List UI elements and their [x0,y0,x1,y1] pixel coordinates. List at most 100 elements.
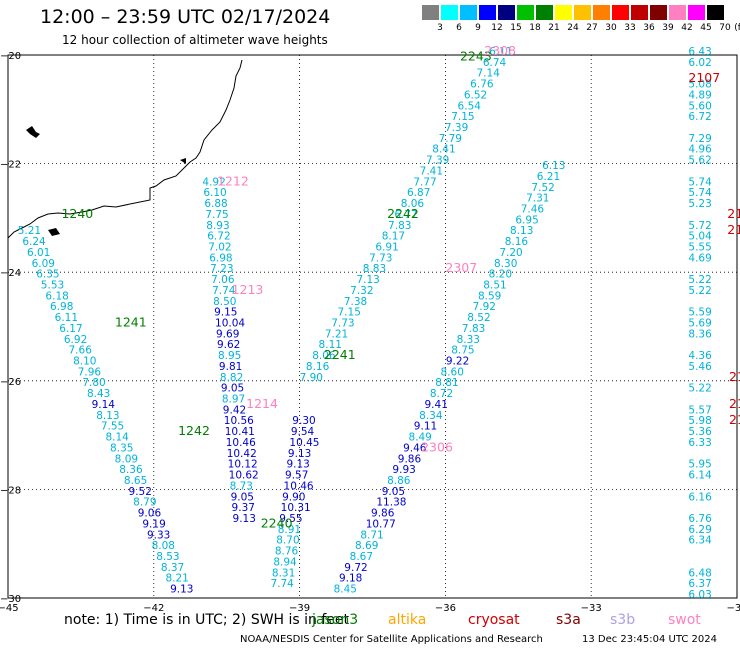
wave-height-value: 7.46 [521,203,545,215]
wave-height-value: 5.36 [688,426,712,438]
wave-height-value: 6.29 [688,524,711,536]
colorbar-tick-label: 30 [605,23,617,33]
track-label: 21 [729,396,740,411]
map-frame [7,54,738,599]
wave-height-value: 7.20 [499,247,522,259]
wave-height-value: 6.34 [688,535,712,547]
wave-height-value: 7.41 [420,165,443,177]
wave-height-value: 4.96 [688,144,712,156]
satellite-legend-s3a: s3a [556,612,581,628]
wave-height-value: 8.09 [115,453,138,465]
wave-height-value: 6.18 [45,290,68,302]
wave-height-value: 8.69 [355,540,378,552]
wave-height-value: 6.13 [542,160,565,172]
wave-height-value: 7.38 [344,296,367,308]
wave-height-value: 7.39 [426,155,449,167]
wave-height-value: 9.05 [382,486,405,498]
wave-height-value: 8.30 [494,258,517,270]
wave-height-value: 7.96 [78,366,102,378]
wave-height-value: 8.36 [119,464,143,476]
wave-height-value: 10.04 [215,318,245,330]
lat-tick-label: −22 [0,160,21,171]
wave-height-value: 8.49 [408,432,431,444]
wave-height-value: 7.52 [531,182,554,194]
wave-height-value: 9.19 [142,518,165,530]
wave-height-value: 7.02 [208,241,231,253]
wave-height-value: 9.52 [129,486,152,498]
wave-height-value: 6.92 [64,334,87,346]
wave-height-value: 8.91 [278,524,301,536]
wave-height-value: 8.83 [363,263,386,275]
colorbar-tick-label: 6 [456,23,462,33]
wave-height-value: 6.72 [688,111,711,123]
wave-height-value: 7.77 [413,176,436,188]
lat-tick-label: −20 [0,51,21,62]
wave-height-value: 6.43 [688,46,711,58]
wave-height-value: 7.74 [212,285,236,297]
wave-height-value: 7.32 [350,285,373,297]
wave-height-value: 11.38 [376,497,406,509]
wave-height-value: 6.88 [204,198,227,210]
wave-height-value: 6.24 [22,236,46,248]
colorbar-swatch [650,5,667,20]
track-label: 2241 [324,347,356,362]
colorbar-tick-label: 36 [643,23,655,33]
coast-island-2 [48,228,60,236]
wave-height-value: 8.76 [275,546,299,558]
wave-height-value: 7.14 [477,68,501,80]
wave-height-value: 4.89 [688,89,711,101]
wave-height-value: 6.16 [688,491,712,503]
wave-height-value: 7.29 [688,133,711,145]
wave-height-value: 5.69 [688,318,711,330]
wave-height-value: 7.92 [473,301,496,313]
colorbar-tick-label: 21 [548,23,560,33]
wave-height-value: 6.87 [407,187,430,199]
wave-height-value: 7.31 [526,193,549,205]
wave-height-value: 9.37 [232,502,255,514]
wave-height-value: 6.11 [489,46,512,58]
wave-height-value: 5.04 [688,231,712,243]
wave-height-value: 9.22 [446,356,469,368]
wave-height-value: 7.83 [388,220,411,232]
wave-height-value: 6.95 [515,214,538,226]
track-label: 2308 [484,43,516,58]
wave-height-value: 8.52 [467,312,490,324]
wave-height-value: 7.75 [205,209,228,221]
wave-height-value: 7.79 [439,133,462,145]
wave-height-value: 7.74 [270,578,294,590]
wave-height-value: 9.86 [371,508,395,520]
wave-height-value: 8.34 [419,410,443,422]
wave-height-value: 6.91 [375,241,398,253]
wave-height-value: 9.13 [288,448,311,460]
wave-height-value: 9.33 [147,529,170,541]
wave-height-value: 5.74 [688,176,712,188]
track-label: 2307 [445,260,477,275]
wave-height-value: 5.46 [688,361,712,373]
colorbar-swatch [593,5,610,20]
track-label: 21 [729,412,740,427]
colorbar-unit: (ft) [734,23,740,33]
track-label: 2107 [727,206,740,221]
track-label: 2243 [460,48,492,63]
wave-height-value: 6.76 [688,513,712,525]
wave-height-value: 6.54 [458,100,482,112]
lon-tick-label: −42 [143,603,164,614]
wave-height-value: 8.53 [156,551,179,563]
map-title: 12:00 – 23:59 UTC 02/17/2024 [40,6,331,28]
wave-height-value: 8.16 [306,361,330,373]
colorbar-swatch [688,5,705,20]
map-border [7,54,738,599]
satellite-legend-cryosat: cryosat [468,612,520,628]
wave-height-value: 8.97 [222,394,245,406]
wave-height-value: 6.98 [209,252,232,264]
wave-height-value: 6.21 [537,171,560,183]
wave-height-value: 7.06 [211,274,235,286]
wave-height-value: 5.60 [688,100,711,112]
wave-height-value: 9.42 [223,404,246,416]
wave-height-value: 9.69 [216,328,239,340]
wave-height-value: 8.70 [276,535,299,547]
wave-height-value: 9.11 [414,421,437,433]
wave-height-value: 6.35 [36,269,59,281]
wave-height-value: 9.57 [285,470,308,482]
